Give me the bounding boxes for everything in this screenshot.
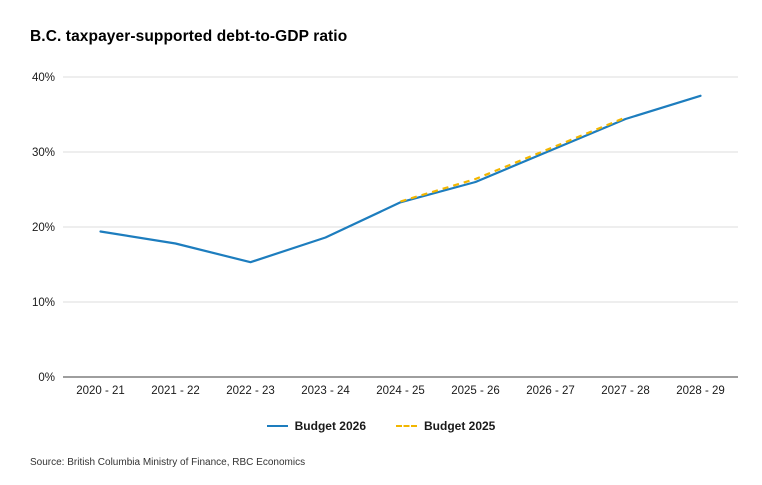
legend-label-budget-2026: Budget 2026 [294, 419, 366, 433]
y-tick-label: 10% [32, 297, 55, 309]
y-tick-label: 30% [32, 147, 55, 159]
x-tick-label: 2023 - 24 [301, 385, 350, 397]
x-tick-label: 2022 - 23 [226, 385, 275, 397]
x-tick-label: 2027 - 28 [601, 385, 650, 397]
y-tick-label: 40% [32, 72, 55, 84]
x-tick-label: 2020 - 21 [76, 385, 125, 397]
x-tick-label: 2021 - 22 [151, 385, 200, 397]
chart-title: B.C. taxpayer-supported debt-to-GDP rati… [30, 28, 348, 45]
x-tick-label: 2024 - 25 [376, 385, 425, 397]
x-tick-label: 2025 - 26 [451, 385, 500, 397]
line-chart-plot: 0% 10% 20% 30% 40% 2020 - 21 2021 - 22 2022 - 2… [32, 72, 738, 397]
series-line-budget-2026 [99, 94, 702, 264]
series-line-budget-2025 [400, 116, 626, 203]
source-note: Source: British Columbia Ministry of Fin… [30, 457, 306, 468]
legend-line-solid-sample [266, 424, 288, 428]
y-tick-label: 20% [32, 222, 55, 234]
y-tick-label: 0% [38, 372, 55, 384]
chart-legend: Budget 2026 Budget 2025 [0, 419, 762, 433]
legend-line-dashed-sample [396, 425, 417, 427]
legend-item-budget-2026: Budget 2026 [266, 419, 366, 433]
legend-label-budget-2025: Budget 2025 [424, 419, 496, 433]
legend-item-budget-2025: Budget 2025 [396, 419, 495, 433]
x-tick-label: 2028 - 29 [676, 385, 725, 397]
x-tick-label: 2026 - 27 [526, 385, 575, 397]
